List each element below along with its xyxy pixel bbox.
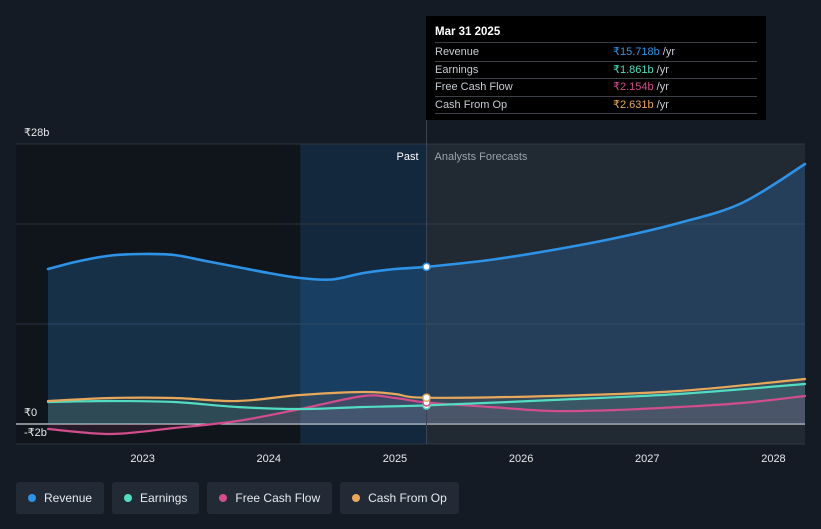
tooltip-row-value: ₹15.718b <box>613 46 660 58</box>
tooltip-row-label: Free Cash Flow <box>435 81 513 93</box>
y-tick-label: -₹2b <box>24 427 47 439</box>
legend-item-cash-from-op[interactable]: Cash From Op <box>340 482 459 514</box>
past-label: Past <box>396 151 418 163</box>
x-tick-label: 2023 <box>130 453 154 465</box>
free-cash-flow-line <box>46 394 807 436</box>
tooltip-row-unit: /yr <box>656 63 669 76</box>
tooltip-row-label: Cash From Op <box>435 98 508 111</box>
earnings-area <box>48 384 805 424</box>
legend-item-revenue[interactable]: Revenue <box>16 482 105 514</box>
forecast-label: Analysts Forecasts <box>435 151 528 163</box>
legend-label: Revenue <box>44 491 93 505</box>
cash-from-op-marker <box>422 393 431 403</box>
legend-label: Free Cash Flow <box>235 491 321 505</box>
x-tick-label: 2025 <box>383 453 407 465</box>
revenue-marker <box>422 262 431 272</box>
tooltip-row-unit: /yr <box>662 46 675 58</box>
tooltip: Mar 31 2025 Revenue ₹15.718b/yr Earnings ₹1… <box>426 16 766 120</box>
tooltip-row-label: Revenue <box>435 46 480 58</box>
x-tick-label: 2024 <box>257 453 281 465</box>
legend-dot-icon <box>28 494 36 502</box>
legend-item-free-cash-flow[interactable]: Free Cash Flow <box>207 482 333 514</box>
tooltip-row-value: ₹1.861b <box>613 63 654 76</box>
legend: Revenue Earnings Free Cash Flow Cash From O… <box>16 482 459 514</box>
legend-item-earnings[interactable]: Earnings <box>112 482 200 514</box>
y-tick-label: ₹0 <box>24 407 37 419</box>
tooltip-row-unit: /yr <box>656 81 669 93</box>
tooltip-row-value: ₹2.154b <box>613 81 654 93</box>
tooltip-row: Cash From Op ₹2.631b/yr <box>435 97 757 114</box>
legend-dot-icon <box>352 494 361 502</box>
legend-dot-icon <box>124 494 133 502</box>
tooltip-row-unit: /yr <box>656 98 669 111</box>
x-tick-label: 2026 <box>509 453 533 465</box>
x-tick-label: 2027 <box>635 453 659 465</box>
tooltip-row-value: ₹2.631b <box>613 98 654 111</box>
past-region <box>16 144 301 444</box>
tooltip-date: Mar 31 2025 <box>435 24 757 43</box>
earnings-line <box>46 382 807 411</box>
cash-from-op-line <box>46 377 807 403</box>
y-tick-label: ₹28b <box>24 127 49 139</box>
forecast-overlay <box>426 144 805 444</box>
tooltip-row: Earnings ₹1.861b/yr <box>435 62 757 79</box>
tooltip-row: Revenue ₹15.718b/yr <box>435 44 757 62</box>
legend-label: Earnings <box>140 491 188 505</box>
revenue-line <box>46 162 807 282</box>
tooltip-row-label: Earnings <box>435 63 479 76</box>
legend-label: Cash From Op <box>368 491 447 505</box>
legend-dot-icon <box>219 494 228 502</box>
tooltip-row: Free Cash Flow ₹2.154b/yr <box>435 79 757 97</box>
x-tick-label: 2028 <box>761 453 785 465</box>
